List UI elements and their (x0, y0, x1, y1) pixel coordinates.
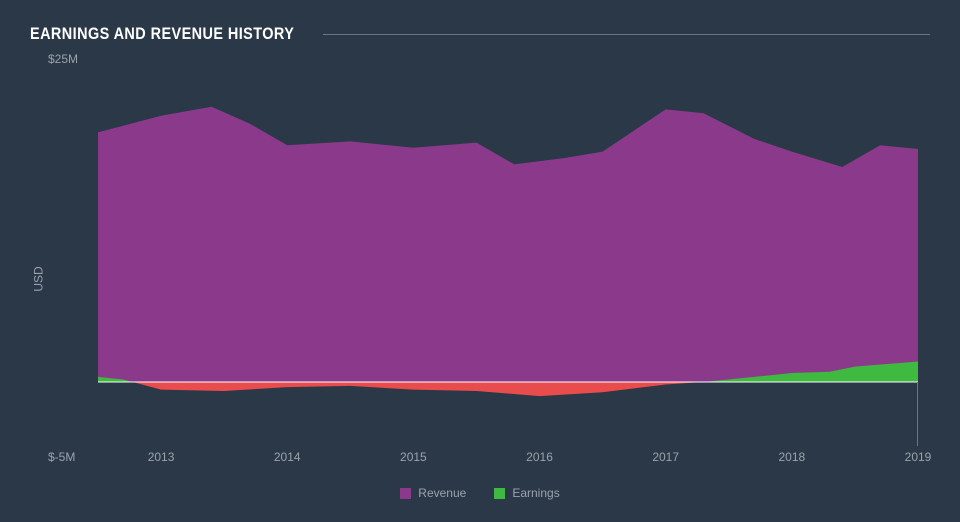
legend-item: Revenue (400, 486, 466, 500)
y-axis-bottom-label: $-5M (48, 450, 75, 464)
x-axis-label: 2014 (274, 450, 301, 464)
chart-title: EARNINGS AND REVENUE HISTORY (30, 24, 294, 44)
legend-swatch (494, 488, 505, 499)
chart-svg (98, 62, 918, 446)
x-axis-label: 2015 (400, 450, 427, 464)
chart-container: EARNINGS AND REVENUE HISTORY $25M USD $-… (0, 0, 960, 522)
legend: Revenue Earnings (30, 486, 930, 500)
revenue-area (98, 107, 918, 382)
x-axis-label: 2013 (148, 450, 175, 464)
legend-label: Earnings (512, 486, 559, 500)
y-axis-title: USD (32, 266, 46, 291)
y-axis-top-label: $25M (48, 52, 78, 66)
x-axis-label: 2017 (652, 450, 679, 464)
legend-label: Revenue (418, 486, 466, 500)
title-row: EARNINGS AND REVENUE HISTORY (30, 24, 930, 44)
x-axis-label: 2018 (778, 450, 805, 464)
chart-area: $25M USD $-5M 20132014201520162017201820… (30, 56, 930, 502)
title-underline (323, 34, 930, 35)
legend-item: Earnings (494, 486, 559, 500)
x-axis-labels: 2013201420152016201720182019 (98, 448, 918, 466)
x-axis-label: 2016 (526, 450, 553, 464)
earnings-negative-area (133, 382, 704, 396)
legend-swatch (400, 488, 411, 499)
x-axis-label: 2019 (905, 450, 932, 464)
plot-region (98, 62, 918, 446)
